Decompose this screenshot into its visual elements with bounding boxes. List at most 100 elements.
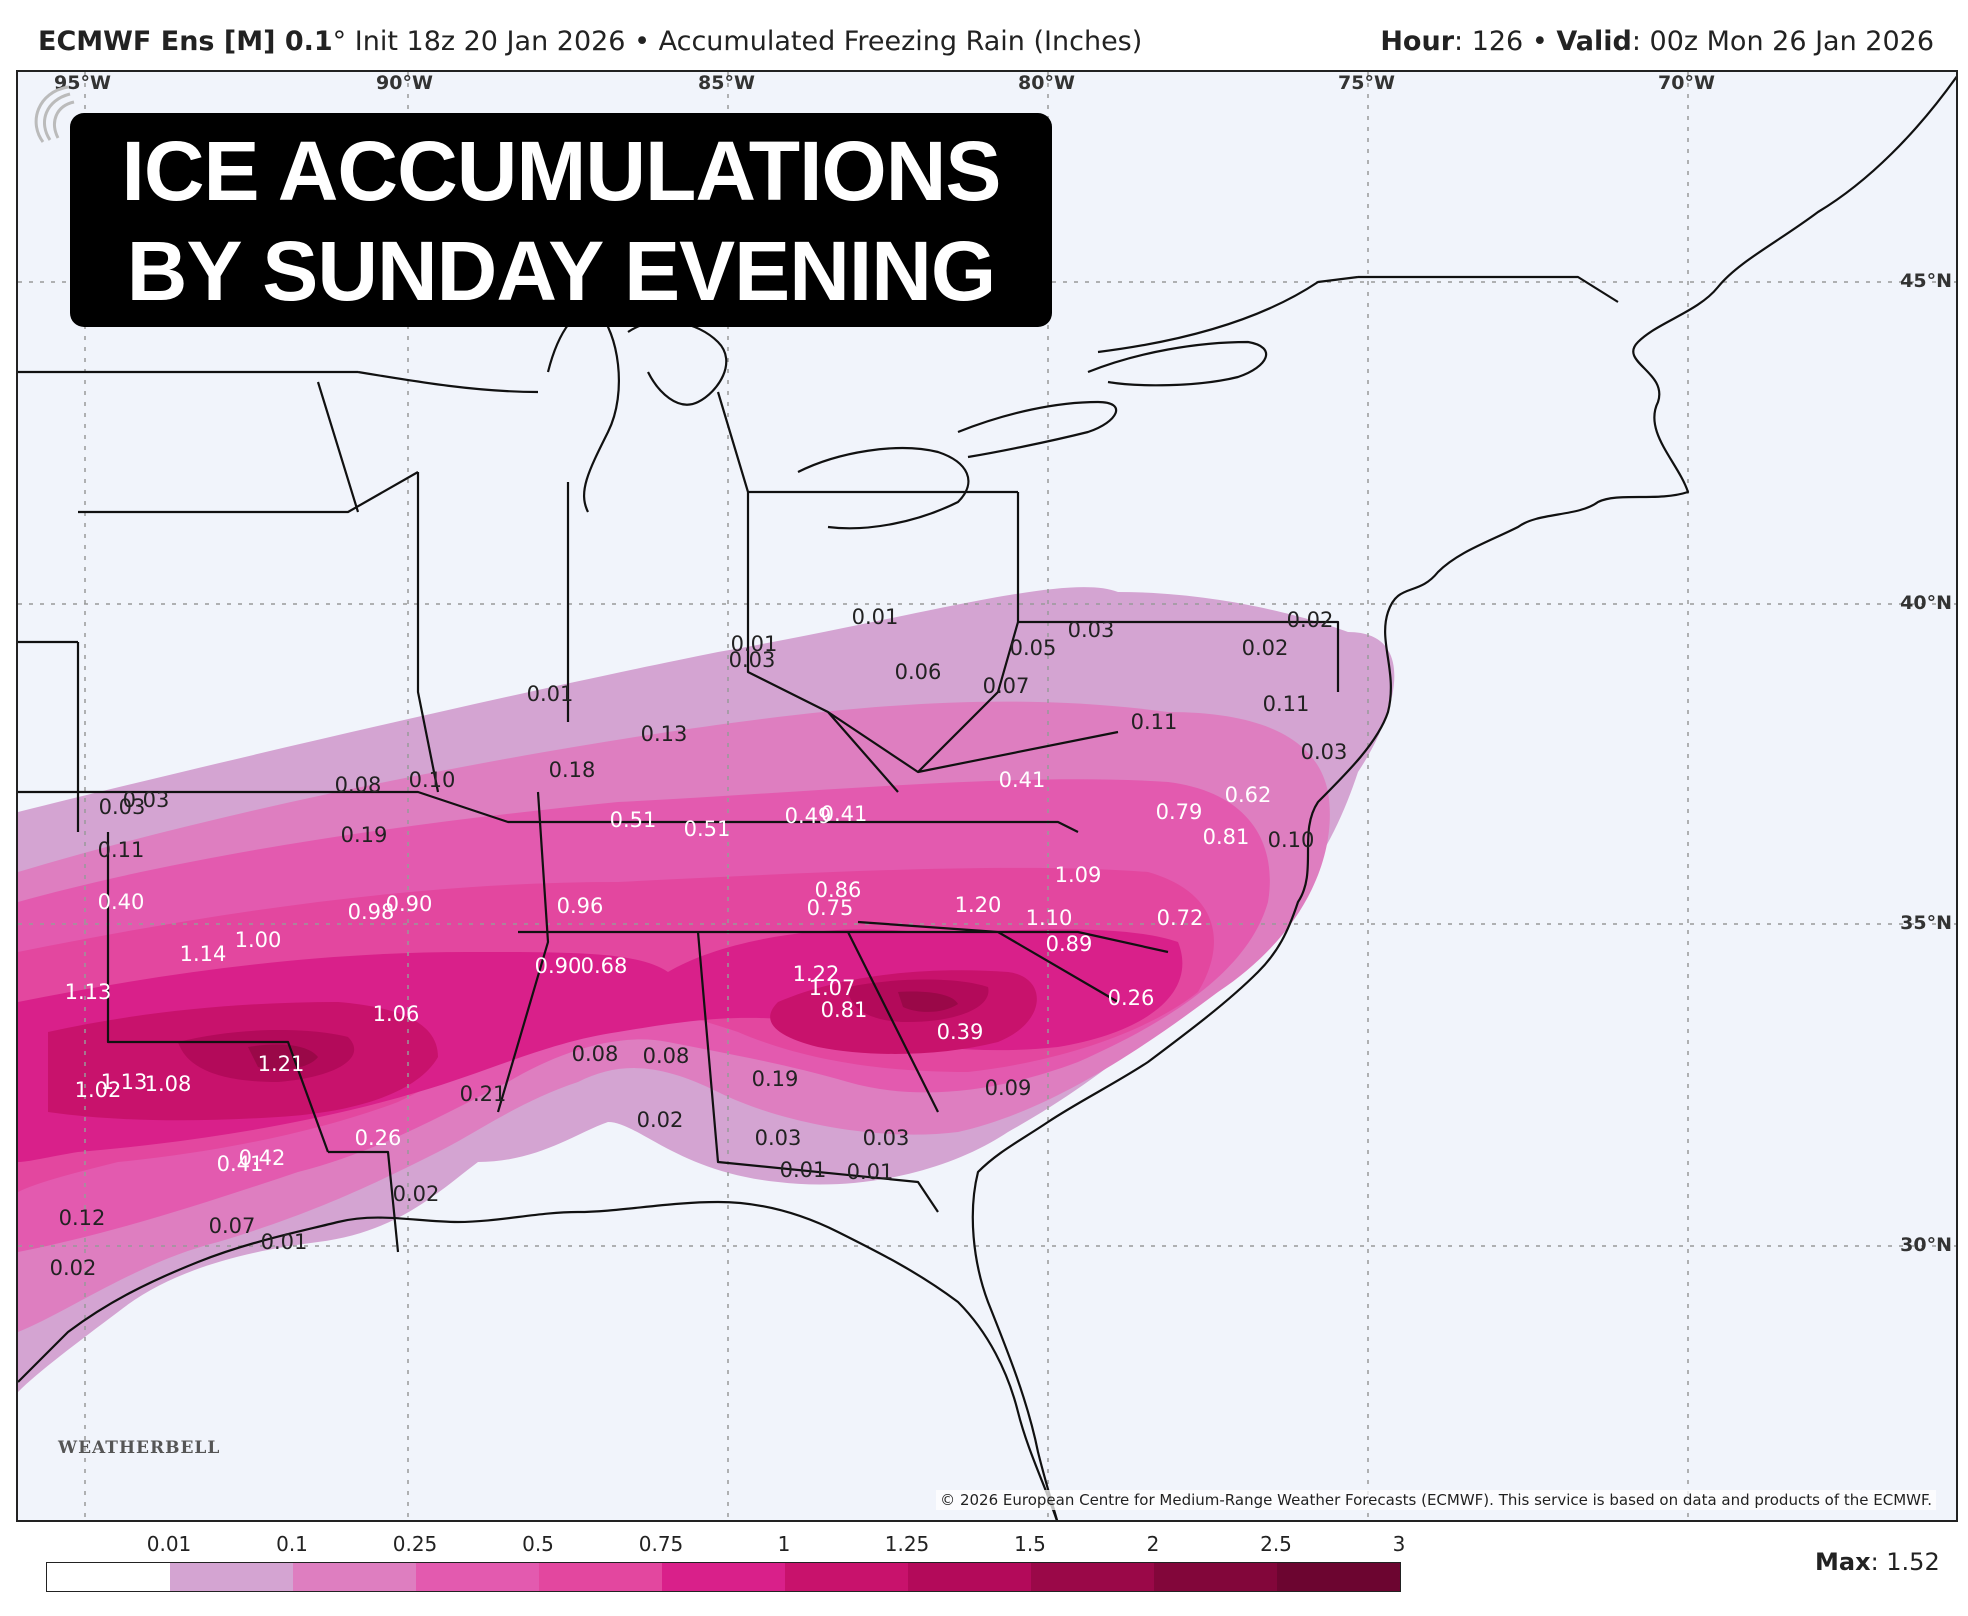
- hour-value: : 126: [1454, 26, 1524, 57]
- header-left: ECMWF Ens [M] 0.1° Init 18z 20 Jan 2026 …: [38, 26, 1142, 57]
- legend-swatch: [1154, 1563, 1277, 1591]
- point-value: 0.90: [534, 954, 582, 978]
- valid-value: : 00z Mon 26 Jan 2026: [1631, 26, 1934, 57]
- point-value: 0.01: [730, 632, 778, 656]
- legend-tick-label: 3: [1392, 1532, 1406, 1556]
- legend-swatch: [908, 1563, 1031, 1591]
- legend-tick-label: 1.5: [1014, 1532, 1046, 1556]
- point-value: 1.06: [372, 1002, 420, 1026]
- point-value: 0.05: [1009, 636, 1057, 660]
- legend-swatch: [293, 1563, 416, 1591]
- point-value: 0.03: [754, 1126, 802, 1150]
- point-value: 0.11: [97, 838, 145, 862]
- legend-tick-label: 0.1: [276, 1532, 308, 1556]
- field-name: Accumulated Freezing Rain (Inches): [658, 26, 1143, 57]
- point-value: 1.21: [257, 1052, 305, 1076]
- lon-label-90w: 90°W: [376, 72, 433, 94]
- point-value: 0.08: [642, 1044, 690, 1068]
- atlantic-coastline: [971, 75, 1956, 1520]
- legend-tick-label: 2.5: [1260, 1532, 1292, 1556]
- hour-label: Hour: [1380, 26, 1455, 57]
- weatherbell-logo-text: WEATHERBELL: [58, 1438, 221, 1458]
- max-label: Max: [1815, 1548, 1871, 1576]
- point-value: 0.01: [851, 605, 899, 629]
- point-value: 1.02: [74, 1078, 122, 1102]
- point-value: 0.49: [784, 804, 832, 828]
- point-value: 1.13: [100, 1070, 148, 1094]
- lat-label-35n: 35°N: [1900, 912, 1952, 934]
- init-time: Init 18z 20 Jan 2026: [354, 26, 626, 57]
- point-value: 0.51: [609, 808, 657, 832]
- legend-swatch: [1277, 1563, 1400, 1591]
- legend-tick-label: 0.25: [392, 1532, 438, 1556]
- legend-swatch: [539, 1563, 662, 1591]
- model-name: ECMWF Ens [M] 0.1: [38, 26, 333, 57]
- point-value: 0.02: [636, 1108, 684, 1132]
- point-value: 0.90: [385, 892, 433, 916]
- point-value: 0.02: [1286, 608, 1334, 632]
- point-value: 0.81: [1202, 825, 1250, 849]
- legend-swatch: [662, 1563, 785, 1591]
- point-value: 0.19: [751, 1067, 799, 1091]
- gulf-coastline: [18, 1200, 1058, 1520]
- point-value: 0.09: [984, 1076, 1032, 1100]
- point-value: 0.02: [392, 1182, 440, 1206]
- point-value: 0.79: [1155, 800, 1203, 824]
- max-number: : 1.52: [1870, 1548, 1940, 1576]
- point-value: 0.03: [728, 648, 776, 672]
- point-value: 0.12: [58, 1206, 106, 1230]
- point-value: 0.40: [97, 890, 145, 914]
- point-value: 0.62: [1224, 783, 1272, 807]
- lon-label-75w: 75°W: [1338, 72, 1395, 94]
- map-header: ECMWF Ens [M] 0.1° Init 18z 20 Jan 2026 …: [0, 0, 1968, 70]
- headline-line-2: BY SUNDAY EVENING: [126, 224, 996, 318]
- point-value: 0.98: [347, 900, 395, 924]
- legend-swatch: [785, 1563, 908, 1591]
- point-value: 0.08: [571, 1042, 619, 1066]
- point-value: 0.26: [1107, 986, 1155, 1010]
- legend-tick-label: 1: [777, 1532, 791, 1556]
- point-value: 0.72: [1156, 906, 1204, 930]
- point-value: 1.13: [64, 980, 112, 1004]
- legend-bar: [46, 1562, 1401, 1592]
- point-value: 0.81: [820, 998, 868, 1022]
- point-value: 0.03: [1300, 740, 1348, 764]
- point-value: 0.07: [208, 1214, 256, 1238]
- point-value: 0.19: [340, 823, 388, 847]
- point-value: 0.02: [1241, 636, 1289, 660]
- point-value: 0.10: [1267, 828, 1315, 852]
- point-value: 0.03: [862, 1126, 910, 1150]
- point-value: 1.00: [234, 928, 282, 952]
- point-value: 0.11: [1262, 692, 1310, 716]
- point-value: 0.18: [548, 758, 596, 782]
- coastlines-and-borders: [18, 75, 1956, 1520]
- max-value: Max: 1.52: [1815, 1548, 1940, 1576]
- point-value: 1.07: [808, 976, 856, 1000]
- point-value: 0.03: [122, 788, 170, 812]
- point-value: 0.26: [354, 1126, 402, 1150]
- point-value: 0.07: [982, 674, 1030, 698]
- lat-label-30n: 30°N: [1900, 1234, 1952, 1256]
- point-value: 1.10: [1025, 906, 1073, 930]
- bullet-separator-2: •: [1531, 26, 1548, 57]
- point-value: 1.09: [1054, 863, 1102, 887]
- point-value: 0.51: [683, 817, 731, 841]
- lon-label-85w: 85°W: [698, 72, 755, 94]
- lat-label-40n: 40°N: [1900, 592, 1952, 614]
- legend-swatch: [416, 1563, 539, 1591]
- canada-us-border: [18, 275, 1619, 394]
- point-value: 0.01: [260, 1230, 308, 1254]
- shade-band-1.25: [178, 979, 989, 1082]
- legend-swatch: [47, 1563, 170, 1591]
- point-value: 1.20: [954, 893, 1002, 917]
- legend-swatch: [1031, 1563, 1154, 1591]
- great-lakes-shoreline: [546, 309, 1268, 530]
- valid-label: Valid: [1556, 26, 1632, 57]
- point-value: 0.75: [806, 896, 854, 920]
- point-value: 0.01: [779, 1158, 827, 1182]
- degree-sign: °: [332, 26, 347, 57]
- point-value: 0.01: [846, 1160, 894, 1184]
- point-value: 0.41: [216, 1152, 264, 1176]
- lon-label-70w: 70°W: [1658, 72, 1715, 94]
- point-value: 0.68: [580, 954, 628, 978]
